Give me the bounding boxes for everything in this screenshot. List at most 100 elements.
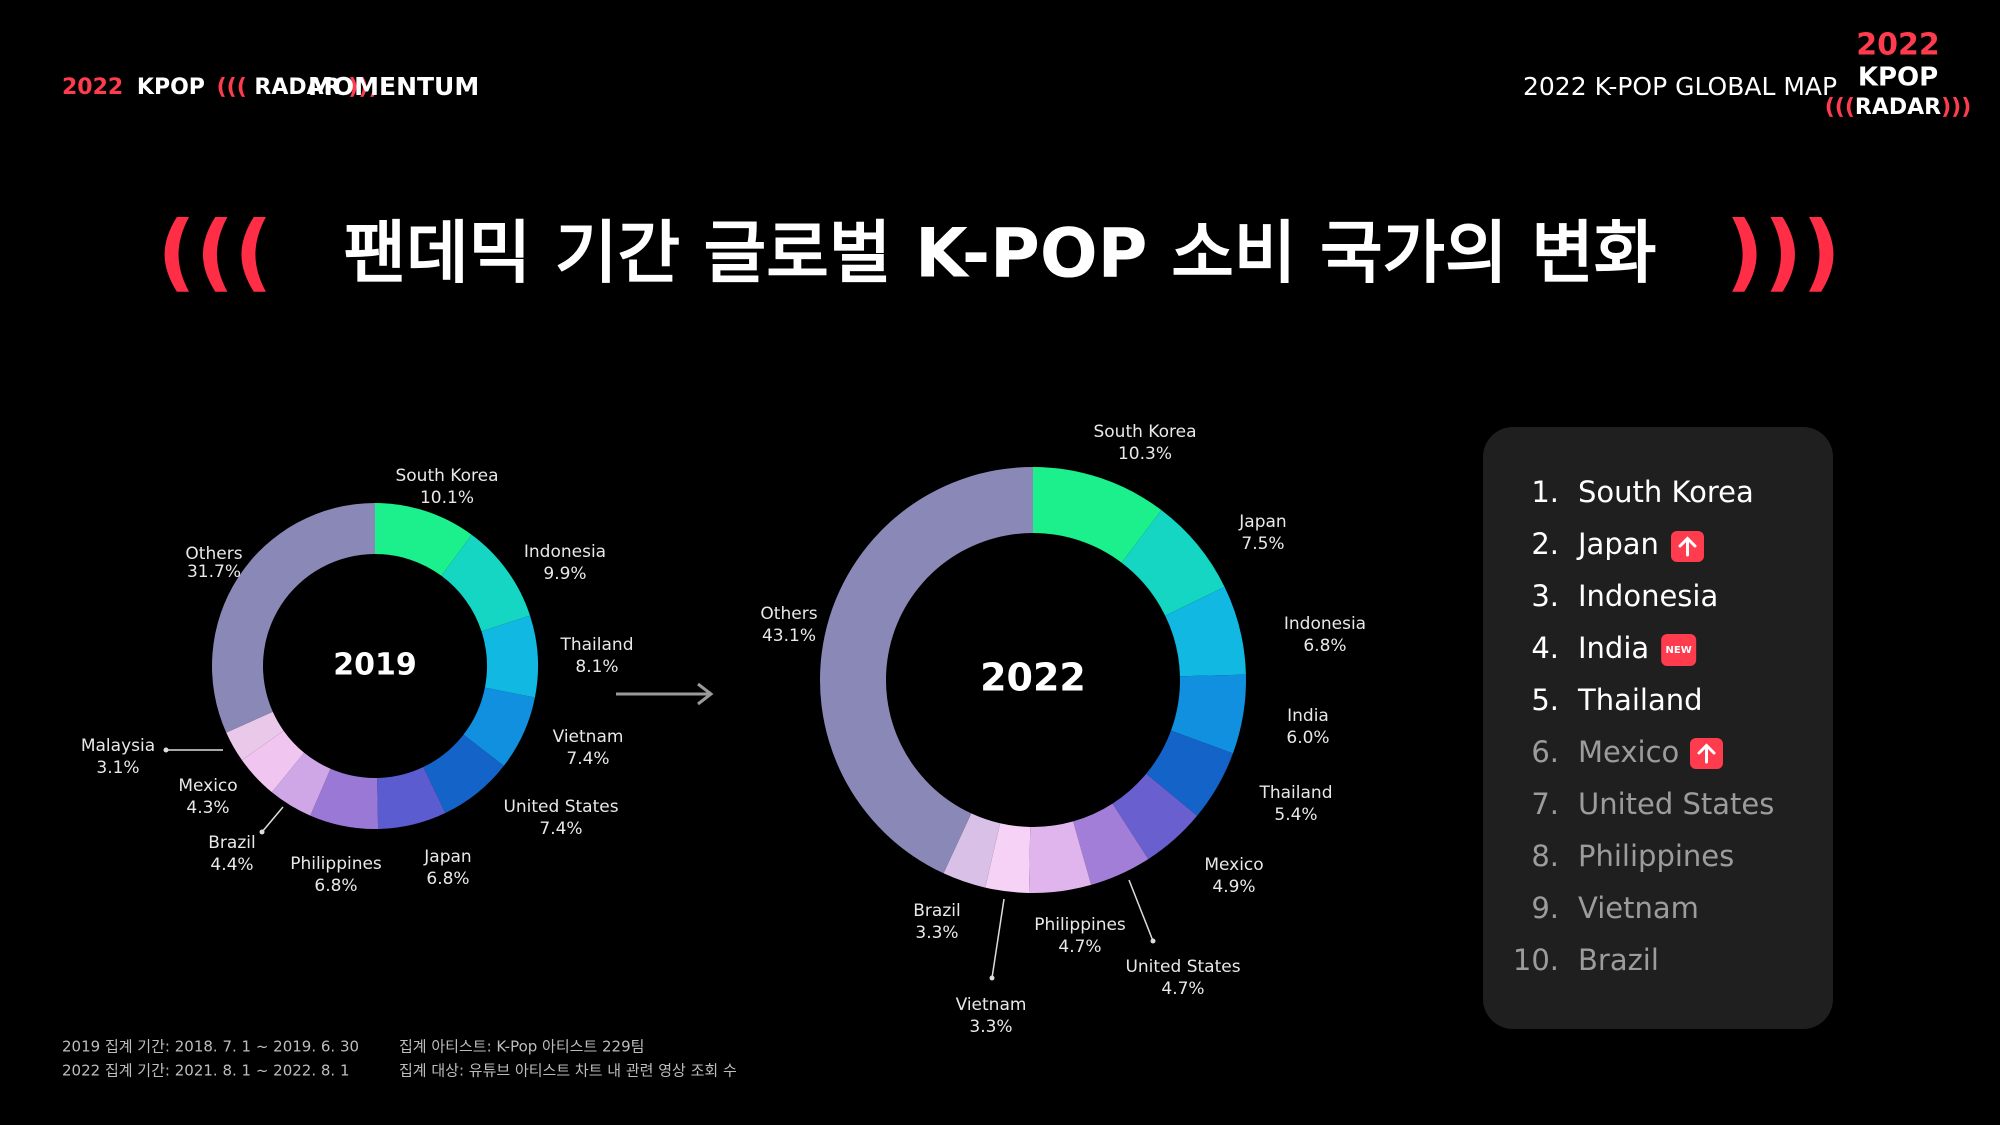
slice-label: South Korea <box>1093 422 1196 442</box>
leader-dot <box>989 975 995 981</box>
title: 팬데믹 기간 글로벌 K-POP 소비 국가의 변화 <box>344 215 1657 294</box>
slice-label: Mexico <box>178 776 237 796</box>
donut-slice <box>819 467 1033 874</box>
slice-label: Japan <box>1238 512 1286 532</box>
donut-slice <box>1028 821 1092 893</box>
slice-value: 31.7% <box>187 562 241 582</box>
badge-mark: ))) <box>1941 95 1971 120</box>
slice-value: 43.1% <box>762 626 816 646</box>
slice-label: Others <box>760 604 817 624</box>
donut-slice <box>271 752 331 816</box>
leader-dot <box>259 829 265 835</box>
donut-slice <box>943 813 1001 888</box>
footnote: 집계 아티스트: K-Pop 아티스트 229팀 <box>399 1038 644 1056</box>
slice-value: 6.8% <box>1303 636 1346 656</box>
donut-slice <box>241 730 305 793</box>
donut-slice <box>1146 730 1233 816</box>
slice-label: Mexico <box>1204 855 1263 875</box>
badge-kpop: KPOP <box>1858 63 1938 93</box>
slice-value: 4.7% <box>1058 937 1101 957</box>
donut-slice <box>1073 803 1149 885</box>
slice-label: Japan <box>423 847 471 867</box>
slice-label: United States <box>1125 957 1240 977</box>
slice-value: 3.3% <box>915 923 958 943</box>
leader-dot <box>1150 938 1156 944</box>
rank-name: United States <box>1578 787 1774 821</box>
donut-center-label: 2019 <box>333 648 417 683</box>
donut-slice <box>1121 510 1225 616</box>
slice-label: Thailand <box>559 635 633 655</box>
rank-number: 7. <box>1531 787 1559 821</box>
slice-label: Malaysia <box>81 736 155 756</box>
slice-value: 7.5% <box>1241 534 1284 554</box>
donut-slice <box>211 502 375 733</box>
rank-badge <box>1661 634 1697 666</box>
donut-slice <box>1165 586 1246 677</box>
donut-slice <box>1170 674 1246 754</box>
rank-number: 2. <box>1531 527 1559 561</box>
badge-year: 2022 <box>1856 28 1940 63</box>
rank-number: 6. <box>1531 735 1559 769</box>
rank-number: 9. <box>1531 891 1559 925</box>
rank-number: 5. <box>1531 683 1559 717</box>
donut-slice <box>226 711 284 761</box>
title-mark: ((( <box>157 203 272 301</box>
leader-line <box>991 898 1005 979</box>
slice-label: Indonesia <box>1284 614 1366 634</box>
donut-slice <box>1033 467 1162 563</box>
charts: South Korea10.1%Indonesia9.9%Thailand8.1… <box>81 422 1366 1037</box>
donut-slice <box>423 734 504 814</box>
slice-value: 10.1% <box>420 488 474 508</box>
slice-label: Brazil <box>208 833 255 853</box>
rank-name: India <box>1578 631 1649 665</box>
logo-mark: ))) <box>348 75 378 100</box>
rank-name: Brazil <box>1578 943 1659 977</box>
rank-name: Japan <box>1576 527 1659 561</box>
logo: 2022 KPOP ((( RADAR ))) <box>62 75 378 100</box>
slice-value: 4.4% <box>210 855 253 875</box>
slice-value: 6.8% <box>426 869 469 889</box>
slice-value: 6.0% <box>1286 728 1329 748</box>
slice-value: 10.3% <box>1118 444 1172 464</box>
donut-slice <box>463 687 535 766</box>
footnote: 2022 집계 기간: 2021. 8. 1 ~ 2022. 8. 1 <box>62 1062 350 1080</box>
rank-name: Thailand <box>1577 683 1703 717</box>
rank-name: Philippines <box>1578 839 1734 873</box>
logo-radar: RADAR <box>254 75 340 100</box>
logo-kpop: KPOP <box>137 75 205 100</box>
footnote: 집계 대상: 유튜브 아티스트 차트 내 관련 영상 조회 수 <box>399 1062 737 1080</box>
slice-value: 9.9% <box>543 564 586 584</box>
badge-radar-line: (((RADAR))) <box>1825 95 1972 120</box>
donut-slice <box>985 823 1031 893</box>
header-label: MOMENTUM <box>308 72 479 101</box>
donut-slice <box>481 615 538 698</box>
ranking-panel <box>1483 427 1833 1029</box>
logo-mark: ((( <box>217 75 247 100</box>
donut-slice <box>310 768 379 829</box>
rank-name: Indonesia <box>1578 579 1718 613</box>
donut-slice <box>441 534 531 632</box>
up-arrow-icon <box>1690 738 1723 769</box>
slice-value: 4.3% <box>186 798 229 818</box>
slice-label: Others <box>185 544 242 564</box>
slice-label: Vietnam <box>553 727 624 747</box>
slice-value: 6.8% <box>314 876 357 896</box>
slice-label: Indonesia <box>524 542 606 562</box>
rank-name: Mexico <box>1578 735 1679 769</box>
slice-value: 7.4% <box>539 819 582 839</box>
slice-label: Vietnam <box>956 995 1027 1015</box>
ranking-list: 1. South Korea 2. Japan 3. Indonesia 4. India NE… <box>1513 475 1775 977</box>
footnote: 2019 집계 기간: 2018. 7. 1 ~ 2019. 6. 30 <box>62 1038 359 1056</box>
title-mark: ))) <box>1725 203 1840 301</box>
leader-line <box>1128 879 1154 942</box>
slice-label: United States <box>503 797 618 817</box>
rank-number: 8. <box>1531 839 1559 873</box>
slice-value: 3.3% <box>969 1017 1012 1037</box>
slice-value: 4.7% <box>1161 979 1204 999</box>
donut-slice <box>377 767 446 829</box>
slice-label: India <box>1287 706 1329 726</box>
badge-mark: ((( <box>1825 95 1855 120</box>
slice-label: Philippines <box>290 854 382 874</box>
up-arrow-icon <box>1671 531 1704 562</box>
